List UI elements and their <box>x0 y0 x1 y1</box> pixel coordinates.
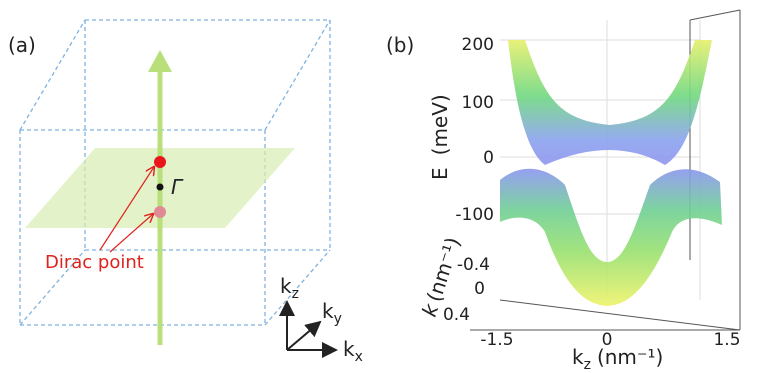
dirac-point <box>154 206 166 218</box>
axes-triad <box>279 300 338 358</box>
brillouin-zone <box>19 19 331 326</box>
e-tick-label: 0 <box>483 148 494 168</box>
gamma-label: Γ <box>171 175 184 199</box>
ky-label: ky <box>322 299 342 327</box>
kz-label: kz <box>280 274 299 302</box>
kz-axis-title: kz (nm⁻¹) <box>572 345 663 373</box>
e-tick-label: 200 <box>462 35 494 55</box>
gamma-point <box>156 183 164 191</box>
arrow <box>99 167 154 251</box>
arrow <box>109 214 153 253</box>
k-tick-label: -0.4 <box>457 255 490 275</box>
e-axis-title: E(meV) <box>428 94 452 180</box>
kz-tick-label: 1.5 <box>713 330 740 350</box>
k-tick-label: 0.4 <box>443 305 470 325</box>
panel-label: (a) <box>8 33 36 57</box>
dirac-point <box>154 156 166 168</box>
panel-label: (b) <box>386 33 414 57</box>
arrow-head <box>148 50 172 72</box>
kz-tick-label: 0 <box>602 330 613 350</box>
upper-band <box>508 40 712 165</box>
e-tick-label: 100 <box>462 93 494 113</box>
k-tick-label: 0 <box>474 279 485 299</box>
dirac-label: Dirac point <box>45 252 144 273</box>
e-tick-label: -100 <box>455 205 494 225</box>
kx-label: kx <box>343 337 363 365</box>
kz-tick-label: -1.5 <box>480 330 513 350</box>
lower-band <box>500 168 722 306</box>
